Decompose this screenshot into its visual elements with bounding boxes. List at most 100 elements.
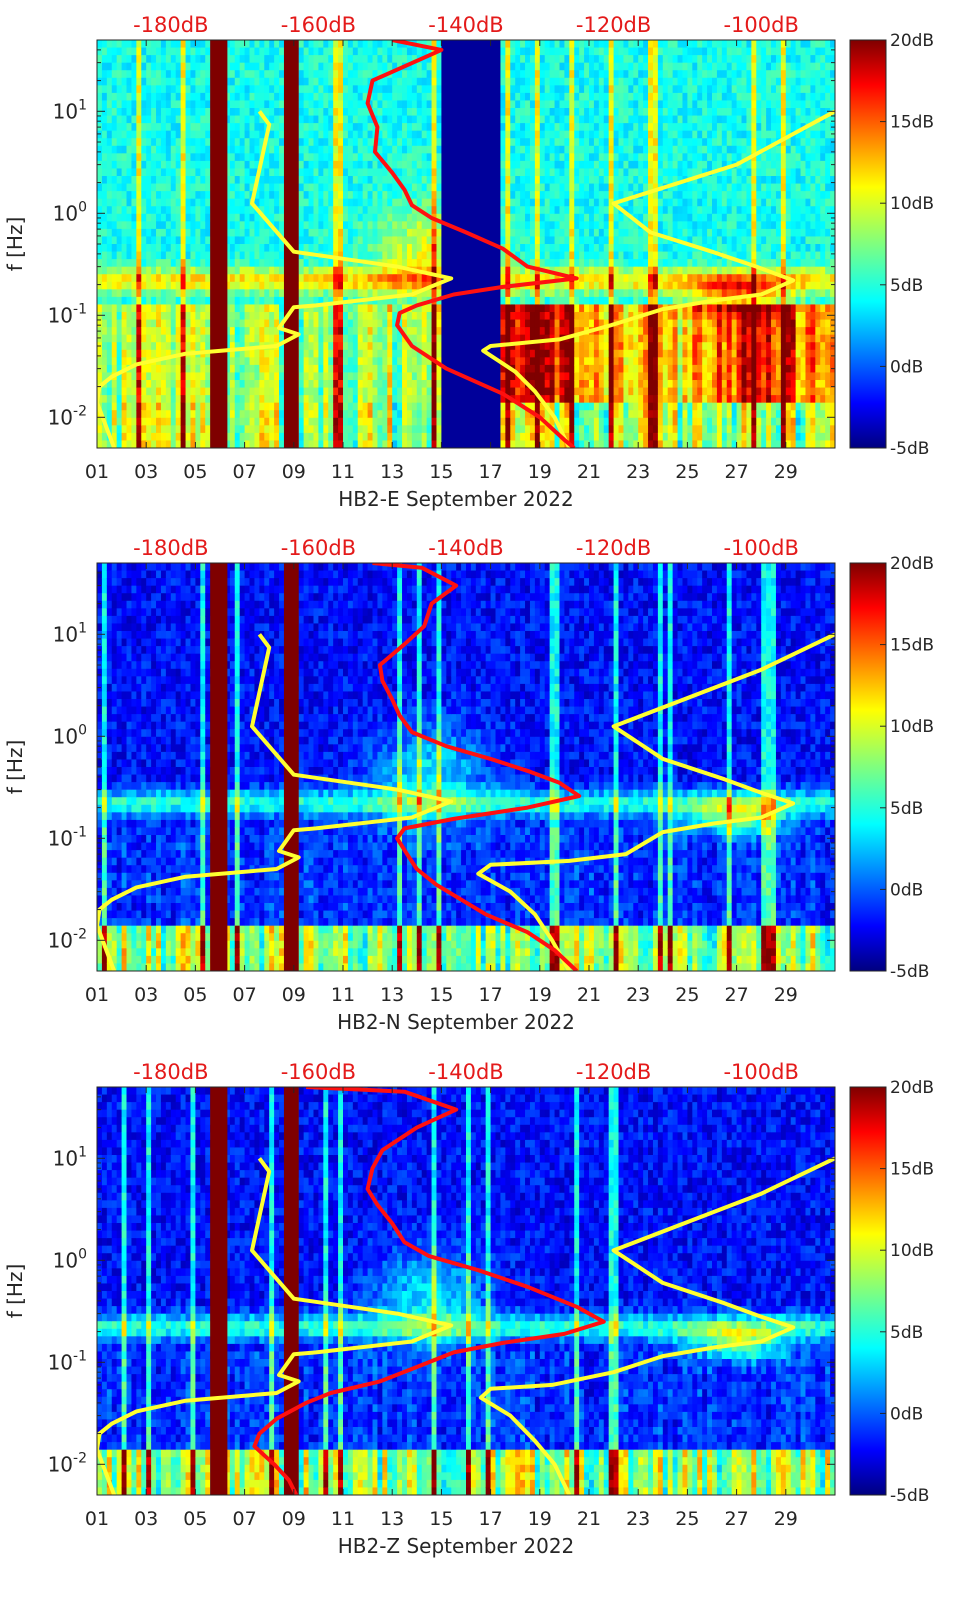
- heatmap-cell: [549, 145, 556, 154]
- heatmap-cell: [520, 274, 526, 283]
- heatmap-cell: [328, 100, 334, 109]
- heatmap-cell: [313, 55, 319, 64]
- heatmap-cell: [436, 130, 442, 139]
- heatmap-cell: [333, 417, 339, 426]
- heatmap-cell: [160, 198, 167, 207]
- heatmap-cell: [352, 236, 359, 245]
- heatmap-cell: [505, 425, 511, 434]
- heatmap-cell: [170, 289, 177, 298]
- heatmap-cell: [121, 334, 128, 343]
- heatmap-cell: [347, 372, 354, 381]
- heatmap-cell: [323, 70, 329, 79]
- heatmap-cell: [106, 85, 113, 94]
- heatmap-cell: [298, 153, 305, 162]
- heatmap-cell: [116, 236, 123, 245]
- heatmap-cell: [239, 191, 246, 200]
- heatmap-cell: [224, 440, 231, 448]
- heatmap-cell: [544, 327, 551, 336]
- heatmap-cell: [392, 40, 398, 49]
- heatmap-cell: [529, 228, 536, 237]
- heatmap-cell: [515, 115, 521, 124]
- heatmap-cell: [195, 160, 201, 169]
- heatmap-cell: [333, 108, 339, 117]
- heatmap-cell: [101, 206, 108, 215]
- heatmap-cell: [525, 108, 531, 117]
- heatmap-cell: [264, 145, 270, 154]
- heatmap-cell: [529, 319, 536, 328]
- heatmap-cell: [175, 138, 182, 147]
- heatmap-cell: [151, 85, 157, 94]
- heatmap-cell: [244, 191, 251, 200]
- heatmap-cell: [529, 349, 536, 358]
- heatmap-cell: [372, 221, 378, 230]
- heatmap-cell: [160, 168, 167, 177]
- heatmap-cell: [136, 357, 142, 366]
- heatmap-cell: [352, 206, 359, 215]
- heatmap-cell: [515, 123, 521, 132]
- heatmap-cell: [195, 417, 201, 426]
- heatmap-cell: [224, 100, 231, 109]
- heatmap-cell: [406, 372, 413, 381]
- heatmap-cell: [190, 410, 196, 419]
- heatmap-cell: [264, 259, 270, 268]
- heatmap-cell: [244, 349, 251, 358]
- heatmap-cell: [131, 425, 137, 434]
- heatmap-cell: [510, 123, 516, 132]
- heatmap-cell: [249, 259, 255, 268]
- heatmap-cell: [97, 281, 103, 290]
- heatmap-cell: [362, 77, 369, 86]
- heatmap-cell: [313, 92, 319, 101]
- heatmap-cell: [279, 206, 285, 215]
- heatmap-cell: [131, 304, 137, 313]
- heatmap-cell: [411, 432, 418, 441]
- heatmap-cell: [402, 387, 408, 396]
- heatmap-cell: [308, 123, 314, 132]
- heatmap-cell: [402, 206, 408, 215]
- heatmap-cell: [151, 55, 157, 64]
- heatmap-cell: [318, 349, 324, 358]
- heatmap-cell: [500, 47, 506, 56]
- heatmap-cell: [328, 440, 334, 448]
- heatmap-cell: [136, 221, 142, 230]
- heatmap-cell: [411, 410, 418, 419]
- heatmap-cell: [249, 55, 255, 64]
- heatmap-cell: [111, 395, 118, 404]
- heatmap-cell: [318, 296, 324, 305]
- heatmap-cell: [190, 123, 196, 132]
- heatmap-cell: [525, 304, 531, 313]
- heatmap-cell: [510, 274, 516, 283]
- heatmap-cell: [126, 198, 132, 207]
- heatmap-cell: [534, 274, 541, 283]
- heatmap-cell: [111, 108, 118, 117]
- heatmap-cell: [544, 259, 551, 268]
- heatmap-cell: [151, 70, 157, 79]
- heatmap-cell: [416, 372, 423, 381]
- heatmap-cell: [298, 349, 305, 358]
- heatmap-cell: [367, 440, 374, 448]
- heatmap-cell: [520, 380, 526, 389]
- heatmap-cell: [274, 138, 280, 147]
- heatmap-cell: [136, 327, 142, 336]
- heatmap-cell: [515, 266, 521, 275]
- heatmap-cell: [328, 168, 334, 177]
- heatmap-cell: [347, 198, 354, 207]
- heatmap-cell: [338, 153, 344, 162]
- heatmap-cell: [328, 138, 334, 147]
- heatmap-cell: [431, 62, 437, 71]
- heatmap-cell: [392, 417, 398, 426]
- heatmap-cell: [190, 183, 196, 192]
- heatmap-cell: [111, 145, 118, 154]
- heatmap-cell: [402, 259, 408, 268]
- heatmap-cell: [515, 296, 521, 305]
- heatmap-cell: [357, 266, 364, 275]
- heatmap-cell: [520, 160, 526, 169]
- heatmap-cell: [436, 183, 442, 192]
- heatmap-cell: [529, 364, 536, 373]
- heatmap-cell: [411, 380, 418, 389]
- heatmap-cell: [239, 130, 246, 139]
- heatmap-cell: [426, 123, 433, 132]
- heatmap-cell: [180, 357, 187, 366]
- heatmap-cell: [328, 417, 334, 426]
- heatmap-cell: [338, 244, 344, 253]
- heatmap-cell: [234, 372, 241, 381]
